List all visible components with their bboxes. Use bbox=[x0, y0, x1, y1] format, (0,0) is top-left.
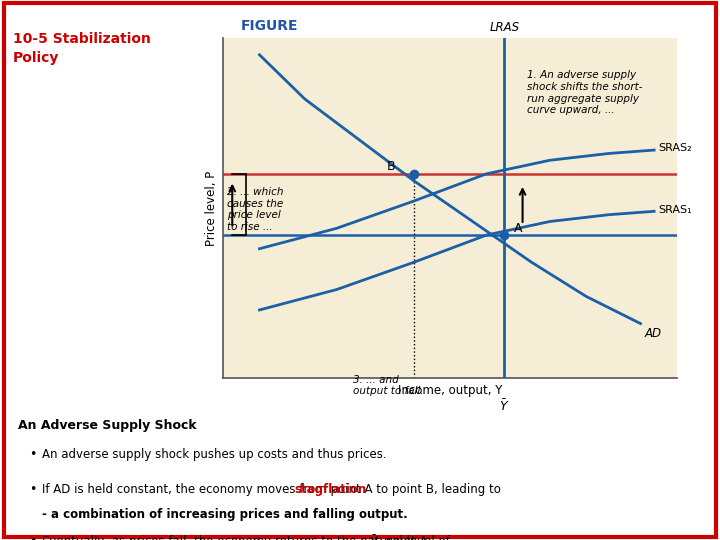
Text: •: • bbox=[29, 448, 36, 461]
Text: An Adverse Supply Shock: An Adverse Supply Shock bbox=[18, 418, 197, 431]
Text: - a combination of increasing prices and falling output.: - a combination of increasing prices and… bbox=[42, 508, 408, 521]
Text: stagflation: stagflation bbox=[294, 483, 366, 496]
Text: A: A bbox=[513, 222, 522, 235]
Text: 2. ... which
causes the
price level
to rise ...: 2. ... which causes the price level to r… bbox=[228, 187, 284, 232]
Y-axis label: Price level, P: Price level, P bbox=[204, 170, 217, 246]
Text: , point A.: , point A. bbox=[378, 535, 431, 540]
Text: 10-5 Stabilization
Policy: 10-5 Stabilization Policy bbox=[13, 32, 150, 65]
Text: LRAS: LRAS bbox=[490, 22, 520, 35]
Text: FIGURE: FIGURE bbox=[241, 19, 299, 33]
Text: 1. An adverse supply
shock shifts the short-
run aggregate supply
curve upward, : 1. An adverse supply shock shifts the sh… bbox=[527, 71, 643, 115]
Text: 3. ... and
output to fall.: 3. ... and output to fall. bbox=[354, 375, 423, 396]
Text: 10-14: 10-14 bbox=[316, 16, 361, 30]
Text: $\bar{Y}$: $\bar{Y}$ bbox=[499, 399, 510, 414]
Text: B: B bbox=[387, 160, 395, 173]
Text: AD: AD bbox=[645, 327, 662, 340]
Text: SRAS₁: SRAS₁ bbox=[659, 205, 693, 214]
X-axis label: Income, output, Y: Income, output, Y bbox=[398, 383, 502, 396]
Text: $\bar{Y}$: $\bar{Y}$ bbox=[369, 535, 379, 540]
Text: An adverse supply shock pushes up costs and thus prices.: An adverse supply shock pushes up costs … bbox=[42, 448, 387, 461]
Text: If AD is held constant, the economy moves from point A to point B, leading to: If AD is held constant, the economy move… bbox=[42, 483, 505, 496]
Text: SRAS₂: SRAS₂ bbox=[659, 143, 693, 153]
Text: •: • bbox=[29, 535, 36, 540]
Text: •: • bbox=[29, 483, 36, 496]
Text: Eventually, as prices fall, the economy returns to the natural level of: Eventually, as prices fall, the economy … bbox=[42, 535, 457, 540]
